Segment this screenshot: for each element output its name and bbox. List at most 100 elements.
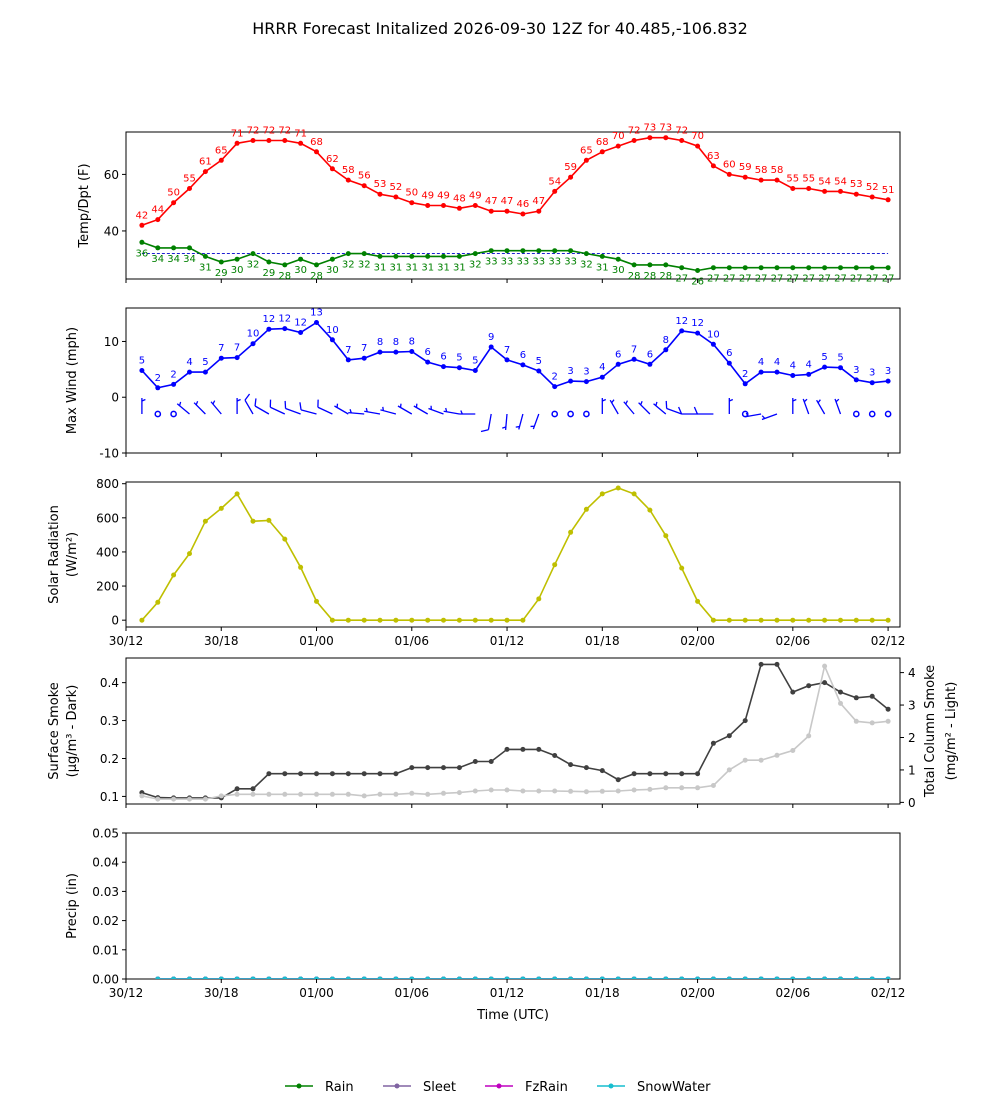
data-point-smoke-1 <box>456 790 462 796</box>
data-point-smoke-1 <box>409 790 415 796</box>
data-point-temperature-0 <box>441 203 446 208</box>
wind-barb <box>210 400 222 415</box>
data-label: 50 <box>405 188 418 199</box>
data-label: 59 <box>739 162 752 173</box>
data-label: 31 <box>437 262 450 273</box>
data-point-wind-0 <box>202 369 208 375</box>
calm-wind-marker <box>154 410 162 418</box>
calm-wind-marker <box>551 410 559 418</box>
wind-barb <box>141 398 146 414</box>
data-point-temperature-0 <box>663 135 669 141</box>
data-point-wind-0 <box>329 337 335 343</box>
plot-area <box>139 485 891 623</box>
data-label: 71 <box>231 128 244 139</box>
y-tick-label: -10 <box>99 447 119 461</box>
data-point-smoke-0 <box>774 661 780 667</box>
data-point-wind-0 <box>742 381 748 387</box>
data-point-wind-0 <box>838 365 843 371</box>
data-point-smoke-0 <box>838 689 843 695</box>
data-point-temperature-1 <box>822 265 828 271</box>
wind-barb <box>761 413 778 421</box>
data-label: 7 <box>345 345 351 356</box>
data-point-temperature-1 <box>345 251 351 257</box>
x-tick-label: 02/00 <box>680 986 715 1000</box>
data-point-smoke-1 <box>298 791 304 797</box>
data-point-temperature-0 <box>679 138 685 143</box>
data-point-smoke-0 <box>441 765 446 771</box>
data-label: 29 <box>263 268 276 279</box>
calm-wind-marker <box>868 410 876 418</box>
data-point-smoke-0 <box>663 771 669 777</box>
data-point-smoke-0 <box>425 765 431 771</box>
data-point-solar-0 <box>615 485 621 491</box>
data-point-wind-0 <box>425 359 431 365</box>
data-point-solar-0 <box>441 617 446 623</box>
data-label: 27 <box>850 274 863 285</box>
data-point-snowwater <box>456 976 462 979</box>
data-point-smoke-0 <box>758 661 764 667</box>
wind-barb <box>348 409 365 415</box>
data-point-temperature-1 <box>187 245 192 251</box>
data-label: 27 <box>707 274 720 285</box>
data-point-temperature-1 <box>536 248 542 254</box>
data-label: 47 <box>501 196 514 207</box>
wind-barb <box>443 407 460 415</box>
data-point-wind-0 <box>536 368 542 374</box>
y-tick-label: 600 <box>96 511 119 525</box>
data-point-smoke-1 <box>885 718 891 724</box>
data-label: 27 <box>771 274 784 285</box>
data-point-solar-0 <box>329 617 335 623</box>
data-label: 4 <box>774 357 780 368</box>
y2-tick-label: 2 <box>908 731 916 745</box>
data-label: 49 <box>469 191 482 202</box>
data-point-wind-0 <box>710 341 716 347</box>
data-point-snowwater <box>615 976 621 979</box>
data-point-solar-0 <box>774 617 780 623</box>
data-point-smoke-0 <box>504 746 510 752</box>
data-point-snowwater <box>536 976 542 979</box>
data-label: 28 <box>644 271 657 282</box>
data-label: 26 <box>691 277 704 288</box>
data-point-smoke-0 <box>583 765 589 771</box>
wind-barb <box>269 399 286 415</box>
wind-barb <box>653 401 667 415</box>
data-point-solar-0 <box>456 617 462 623</box>
data-point-wind-0 <box>488 344 494 350</box>
data-point-temperature-1 <box>631 262 637 268</box>
data-point-smoke-1 <box>425 791 431 797</box>
data-point-snowwater <box>774 976 780 979</box>
data-point-snowwater <box>520 976 526 979</box>
data-label: 7 <box>631 344 637 355</box>
data-point-snowwater <box>488 976 494 979</box>
data-point-solar-0 <box>266 517 272 523</box>
data-point-snowwater <box>726 976 732 979</box>
data-label: 27 <box>866 274 879 285</box>
wind-barb <box>502 413 508 430</box>
legend-item-rain: Rain <box>285 1080 354 1095</box>
data-point-smoke-0 <box>568 762 574 768</box>
data-point-smoke-1 <box>615 788 621 794</box>
data-point-temperature-1 <box>774 265 780 271</box>
data-label: 27 <box>834 274 847 285</box>
data-point-temperature-1 <box>218 259 224 265</box>
data-point-snowwater <box>838 976 843 979</box>
data-label: 5 <box>202 357 208 368</box>
data-point-snowwater <box>568 976 574 979</box>
data-label: 36 <box>136 248 149 259</box>
data-point-temperature-0 <box>568 174 574 180</box>
data-point-smoke-1 <box>631 787 637 793</box>
data-point-smoke-0 <box>726 733 732 739</box>
data-point-snowwater <box>409 976 415 979</box>
data-label: 70 <box>612 131 625 142</box>
data-point-solar-0 <box>885 617 891 623</box>
data-point-smoke-1 <box>250 791 256 797</box>
data-point-temperature-0 <box>377 191 383 197</box>
data-label: 49 <box>437 191 450 202</box>
y2-axis-label: Total Column Smoke <box>923 665 938 798</box>
calm-wind-marker <box>170 410 177 418</box>
data-point-temperature-1 <box>599 253 605 259</box>
x-tick-label: 01/00 <box>299 986 334 1000</box>
data-label: 8 <box>663 335 669 346</box>
x-tick-label: 02/12 <box>871 634 906 648</box>
legend-item-fzrain: FzRain <box>485 1080 568 1095</box>
